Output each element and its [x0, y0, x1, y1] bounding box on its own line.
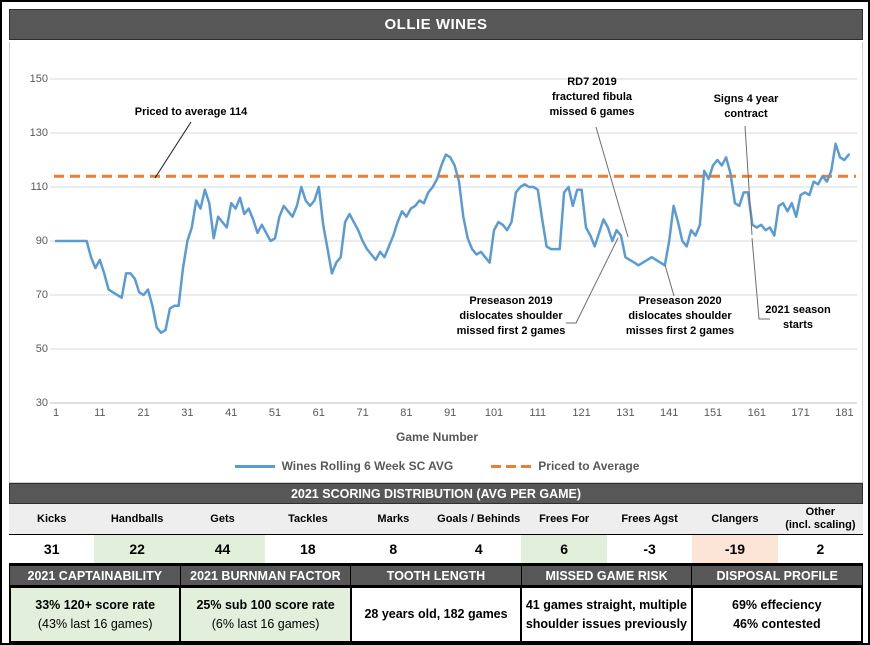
x-tick-label: 81 — [400, 407, 413, 419]
scoring-col-header: Tackles — [265, 504, 351, 534]
annotation-preseason-2020: Preseason 2020 dislocates shoulder misses … — [625, 295, 735, 337]
y-tick-label: 50 — [35, 343, 48, 355]
x-tick-label: 1 — [52, 407, 60, 419]
x-tick-label: 131 — [616, 407, 635, 419]
annotation-leader-signs-contract — [744, 125, 753, 236]
profile-cell-missed-game-risk: 41 games straight, multiple shoulder issu… — [520, 586, 691, 643]
scoring-column-headers: Kicks Handballs Gets Tackles Marks Goals / Be… — [9, 504, 864, 535]
legend-label: Wines Rolling 6 Week SC AVG — [281, 459, 454, 473]
x-tick-label: 171 — [791, 407, 810, 419]
sc-average-series — [54, 142, 851, 335]
x-tick-label: 121 — [572, 407, 591, 419]
profile-header-2021-burnman-factor: 2021 BURNMAN FACTOR — [179, 565, 351, 586]
annotation-priced-to-average: Priced to average 114 — [134, 106, 248, 118]
scoring-col-header: Handballs — [94, 504, 180, 534]
scoring-distribution-header: 2021 SCORING DISTRIBUTION (AVG PER GAME) — [9, 483, 863, 504]
annotation-signs-contract: Signs 4 year contract — [713, 93, 779, 120]
scoring-value-cell: -19 — [692, 535, 778, 563]
profile-section-cells: 33% 120+ score rate (43% last 16 games) 25… — [9, 586, 864, 643]
x-tick-label: 41 — [225, 407, 238, 419]
profile-header-missed-game-risk: MISSED GAME RISK — [520, 565, 692, 586]
scoring-col-header: Marks — [350, 504, 437, 534]
chart-panel: 30 50 70 90 110 130 150 1 11 21 31 41 51 61 71 81 91 101… — [9, 42, 863, 483]
annotation-preseason-2019: Preseason 2019 dislocates shoulder missed … — [456, 295, 566, 337]
x-tick-label: 111 — [529, 407, 547, 419]
scoring-col-header: Clangers — [692, 504, 778, 534]
x-tick-label: 151 — [703, 407, 723, 419]
scoring-values-row: 31 22 44 18 8 4 6 -3 -19 2 — [9, 535, 864, 565]
x-tick-label: 61 — [312, 407, 325, 419]
scoring-col-header: Other (incl. scaling) — [777, 504, 864, 534]
chart-legend: Wines Rolling 6 Week SC AVG Priced to Ave… — [10, 456, 864, 476]
scoring-value-cell: 2 — [777, 535, 864, 563]
annotation-leader-rd7-2019 — [595, 126, 629, 238]
y-tick-label: 110 — [30, 181, 48, 193]
annotation-season-2021-starts: 2021 season starts — [765, 304, 831, 331]
y-tick-label: 150 — [29, 73, 48, 85]
x-tick-label: 11 — [94, 407, 106, 419]
x-tick-label: 101 — [484, 407, 504, 419]
y-tick-label: 70 — [35, 289, 48, 301]
scoring-value-cell: -3 — [606, 535, 693, 563]
profile-header-tooth-length: TOOTH LENGTH — [350, 565, 521, 586]
profile-cell-tooth-length: 28 years old, 182 games — [349, 586, 521, 643]
legend-dashed-line-swatch — [491, 464, 532, 468]
legend-label: Priced to Average — [538, 459, 640, 473]
x-tick-label: 31 — [181, 407, 194, 419]
scoring-value-cell: 22 — [94, 535, 180, 563]
profile-cell-2021-burnman-factor: 25% sub 100 score rate (6% last 16 games) — [179, 586, 350, 643]
legend-entry-series: Wines Rolling 6 Week SC AVG — [234, 459, 454, 473]
annotation-leader-preseason-2020 — [664, 264, 675, 297]
legend-line-swatch — [234, 464, 275, 468]
profile-header-2021-captainability: 2021 CAPTAINABILITY — [9, 565, 180, 586]
legend-entry-priced: Priced to Average — [491, 459, 639, 473]
scoring-value-cell: 44 — [179, 535, 266, 563]
annotation-leader-preseason-2019 — [566, 237, 619, 324]
y-tick-label: 130 — [29, 127, 48, 139]
x-tick-label: 91 — [444, 407, 457, 419]
scoring-col-header: Frees For — [521, 504, 607, 534]
scoring-value-cell: 4 — [436, 535, 522, 563]
annotation-rd7-2019: RD7 2019 fractured fibula missed 6 games — [549, 76, 635, 118]
annotation-leader-priced-to-average — [154, 121, 192, 179]
profile-cell-disposal-profile: 69% effeciency 46% contested — [690, 586, 864, 643]
profile-section-headers: 2021 CAPTAINABILITY 2021 BURNMAN FACTOR TO… — [9, 565, 863, 586]
x-tick-label: 141 — [660, 407, 679, 419]
x-tick-label: 71 — [356, 407, 369, 419]
scoring-col-header: Kicks — [9, 504, 95, 534]
scoring-col-header: Frees Agst — [606, 504, 693, 534]
scoring-value-cell: 6 — [521, 535, 607, 563]
scoring-col-header: Goals / Behinds — [436, 504, 522, 534]
page-title: OLLIE WINES — [9, 9, 863, 40]
x-tick-label: 21 — [137, 407, 150, 419]
profile-cell-2021-captainability: 33% 120+ score rate (43% last 16 games) — [9, 586, 180, 643]
x-tick-label: 51 — [268, 407, 282, 419]
y-tick-label: 30 — [35, 397, 48, 409]
x-axis-title: Game Number — [395, 430, 479, 444]
scoring-col-header: Gets — [179, 504, 266, 534]
scoring-value-cell: 31 — [9, 535, 95, 563]
scoring-value-cell: 8 — [350, 535, 437, 563]
profile-header-disposal-profile: DISPOSAL PROFILE — [691, 565, 863, 586]
x-tick-label: 181 — [835, 407, 854, 419]
y-tick-label: 90 — [35, 235, 48, 247]
line-chart — [50, 78, 857, 404]
annotation-leader-season-2021-starts — [751, 237, 770, 320]
x-tick-label: 161 — [747, 407, 766, 419]
scoring-value-cell: 18 — [265, 535, 351, 563]
